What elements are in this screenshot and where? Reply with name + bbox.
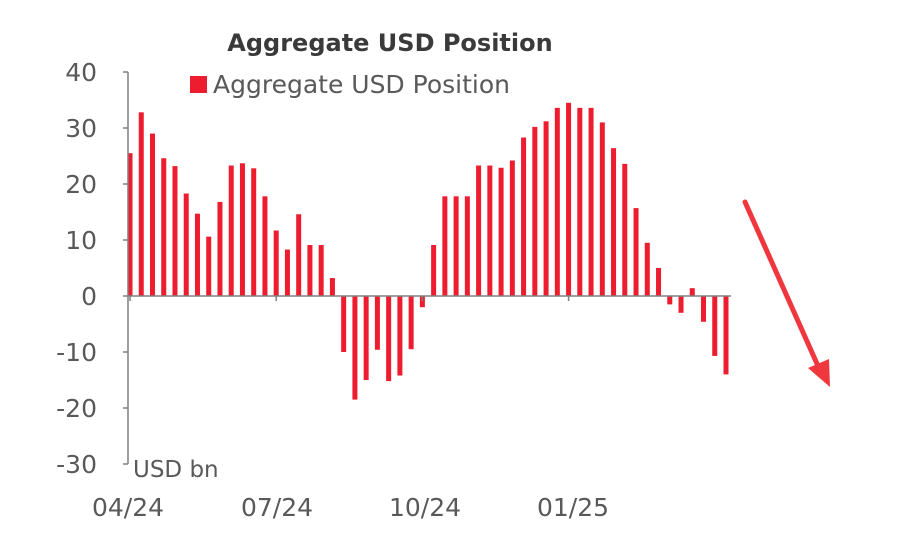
bar xyxy=(712,296,718,356)
bar xyxy=(408,296,414,350)
y-tick-label: 0 xyxy=(81,282,97,311)
bar xyxy=(611,148,617,296)
legend: Aggregate USD Position xyxy=(190,70,510,99)
bar xyxy=(307,245,313,296)
bar xyxy=(431,245,437,296)
y-tick-label: 10 xyxy=(65,226,97,255)
bar xyxy=(689,288,695,296)
bar xyxy=(532,126,538,296)
bar xyxy=(329,278,335,296)
x-tick-label: 04/24 xyxy=(92,493,164,522)
legend-entry: Aggregate USD Position xyxy=(213,70,510,99)
bar xyxy=(172,166,178,296)
bar xyxy=(206,236,212,296)
bar xyxy=(543,121,549,296)
y-tick-label: 20 xyxy=(65,170,97,199)
bar xyxy=(217,201,223,296)
y-axis-ticks: 40 30 20 10 0 -10 -20 -30 xyxy=(56,58,128,479)
bar xyxy=(149,133,155,296)
bar xyxy=(419,296,425,308)
unit-label: USD bn xyxy=(133,457,219,483)
bar xyxy=(644,242,650,296)
bar xyxy=(194,213,200,296)
bar xyxy=(318,245,324,296)
bar xyxy=(509,160,515,296)
trend-arrow-shaft xyxy=(742,199,821,369)
trend-arrow-head xyxy=(808,359,830,387)
bar xyxy=(588,107,594,296)
bar xyxy=(554,107,560,296)
bar xyxy=(183,193,189,296)
x-axis-ticks: 04/24 07/24 10/24 01/25 xyxy=(92,296,609,522)
bar xyxy=(723,296,729,375)
y-tick-label: 30 xyxy=(65,114,97,143)
y-tick-label: 40 xyxy=(65,58,97,87)
bar xyxy=(498,167,504,296)
bar xyxy=(397,296,403,376)
bar xyxy=(161,158,167,296)
bar xyxy=(296,214,302,296)
x-tick-label: 07/24 xyxy=(241,493,313,522)
bar xyxy=(374,296,380,350)
bar xyxy=(251,168,257,296)
bar xyxy=(442,196,448,296)
bar xyxy=(363,296,369,380)
bar xyxy=(228,165,234,296)
chart-title: Aggregate USD Position xyxy=(227,29,552,57)
bar xyxy=(667,296,673,305)
bar xyxy=(464,196,470,296)
bar xyxy=(476,165,482,296)
bar xyxy=(622,163,628,296)
bar xyxy=(138,112,144,296)
bar xyxy=(599,122,605,297)
y-tick-label: -10 xyxy=(56,338,97,367)
y-tick-label: -20 xyxy=(56,394,97,423)
bar xyxy=(487,165,493,296)
bar xyxy=(701,296,707,322)
bar xyxy=(633,208,639,296)
x-tick-label: 01/25 xyxy=(537,493,609,522)
bar xyxy=(577,107,583,296)
bar xyxy=(341,296,347,352)
bar xyxy=(566,102,572,296)
bar xyxy=(127,153,133,296)
x-tick-label: 10/24 xyxy=(389,493,461,522)
bar xyxy=(386,296,392,382)
bar xyxy=(262,196,268,296)
legend-swatch xyxy=(190,76,207,93)
bar xyxy=(239,163,245,296)
bar xyxy=(284,249,290,296)
trend-arrow xyxy=(742,199,830,387)
y-tick-label: -30 xyxy=(56,450,97,479)
bar xyxy=(352,296,358,400)
bar xyxy=(656,268,662,296)
bars xyxy=(127,102,729,400)
bar xyxy=(273,230,279,296)
bar xyxy=(453,196,459,296)
bar xyxy=(521,137,527,296)
bar xyxy=(678,296,684,313)
